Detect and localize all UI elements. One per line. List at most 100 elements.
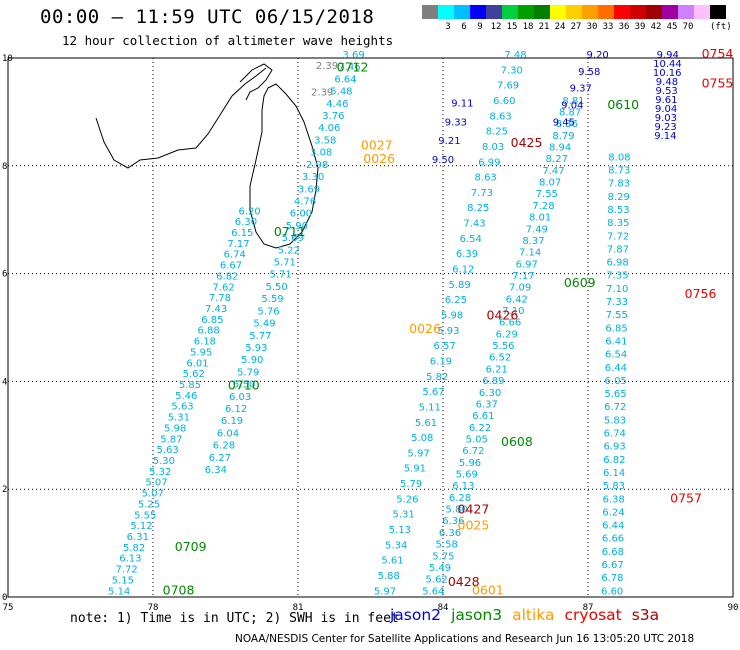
colorbar-swatch (486, 5, 502, 19)
wave-height-label: 6.66 (602, 534, 624, 545)
pass-time-label: 0427 (458, 501, 490, 516)
wave-height-label: 6.00 (290, 209, 312, 220)
x-tick-label: 90 (728, 603, 739, 613)
wave-height-label: 6.89 (482, 376, 504, 387)
wave-height-label: 6.99 (478, 157, 500, 168)
wave-height-label: 5.56 (492, 341, 514, 352)
pass-time-label: 0025 (458, 518, 490, 533)
pass-time-label: 0708 (163, 582, 195, 597)
colorbar-tick-label: 12 (490, 22, 502, 32)
wave-height-label: 6.88 (198, 326, 220, 337)
wave-height-label: 5.67 (422, 387, 444, 398)
y-tick-label: 2 (2, 485, 7, 495)
wave-height-label: 8.87 (559, 107, 581, 118)
wave-height-label: 7.49 (526, 224, 548, 235)
plot-frame (7, 57, 734, 598)
wave-height-label: 7.48 (504, 50, 526, 61)
wave-height-label: 7.62 (212, 282, 234, 293)
wave-height-label: 7.72 (115, 565, 137, 576)
wave-height-label: 5.88 (378, 571, 400, 582)
wave-height-label: 5.83 (603, 481, 625, 492)
wave-height-label: 6.13 (119, 554, 141, 565)
wave-height-label: 7.14 (519, 248, 541, 259)
wave-height-label: 9.04 (561, 101, 583, 112)
wave-height-label: 6.41 (605, 336, 627, 347)
pass-time-label: 0426 (487, 307, 519, 322)
wave-height-label: 7.33 (606, 297, 628, 308)
wave-height-label: 10.16 (653, 68, 682, 79)
credit-line: NOAA/NESDIS Center for Satellite Applica… (235, 633, 695, 645)
wave-height-label: 6.82 (603, 455, 625, 466)
wave-height-label: 7.43 (463, 219, 485, 230)
wave-height-label: 9.45 (553, 117, 575, 128)
pass-time-label: 0027 (361, 138, 393, 153)
wave-height-label: 5.93 (245, 343, 267, 354)
pass-time-label: 0425 (511, 135, 543, 150)
y-tick-label: 4 (2, 377, 7, 387)
wave-height-label: 5.62 (183, 369, 205, 380)
wave-height-label: 4.76 (294, 196, 316, 207)
legend-s3a: s3a (631, 606, 660, 624)
pass-time-label: 0757 (670, 491, 702, 506)
x-tick-label: 87 (583, 603, 594, 613)
wave-height-label: 9.03 (655, 113, 677, 124)
wave-height-label: 5.07 (145, 478, 167, 489)
wave-height-label: 5.14 (108, 586, 130, 597)
wave-height-label: 4.06 (318, 123, 340, 134)
wave-height-label: 5.26 (396, 494, 418, 505)
wave-height-label: 5.90 (286, 221, 308, 232)
colorbar-tick-label: 18 (522, 22, 534, 32)
pass-time-label: 0756 (685, 286, 717, 301)
wave-height-label: 6.54 (460, 234, 482, 245)
wave-height-label: 9.20 (587, 50, 609, 61)
chart-title: 00:00 – 11:59 UTC 06/15/2018 (40, 6, 375, 28)
wave-height-label: 6.04 (217, 428, 239, 439)
wave-height-label: 6.52 (489, 353, 511, 364)
wave-height-label: 6.29 (496, 329, 518, 340)
x-tick-label: 78 (148, 603, 159, 613)
wave-height-label: 5.59 (261, 294, 283, 305)
colorbar-swatch (710, 5, 726, 19)
colorbar-tick-label: 39 (634, 22, 646, 32)
wave-height-label: 7.72 (607, 231, 629, 242)
wave-height-label: 9.48 (656, 77, 678, 88)
colorbar-tick-label: 3 (445, 22, 451, 32)
wave-height-label: 6.85 (605, 323, 627, 334)
wave-height-label: 8.01 (529, 213, 551, 224)
wave-height-label: 5.82 (426, 372, 448, 383)
wave-height-label: 5.58 (436, 540, 458, 551)
wave-height-label: 5.91 (404, 464, 426, 475)
colorbar-swatch (598, 5, 614, 19)
wave-height-label: 5.31 (168, 413, 190, 424)
wave-height-label: 6.36 (442, 516, 464, 527)
colorbar-swatch (502, 5, 518, 19)
wave-height-label: 5.49 (429, 563, 451, 574)
wave-height-label: 6.21 (486, 364, 508, 375)
wave-height-label: 5.79 (400, 479, 422, 490)
wave-height-label: 5.50 (233, 380, 255, 391)
wave-height-label: 6.64 (334, 74, 356, 85)
colorbar-tick-label: 33 (602, 22, 614, 32)
wave-height-label: 8.73 (608, 166, 630, 177)
colorbar-tick-label: 15 (506, 22, 518, 32)
wave-height-label: 5.63 (157, 445, 179, 456)
wave-height-label: 6.44 (605, 363, 627, 374)
wave-height-label: 5.71 (270, 270, 292, 281)
wave-height-label: 7.69 (497, 81, 519, 92)
colorbar-tick-label: 70 (682, 22, 694, 32)
wave-height-label: 5.79 (237, 367, 259, 378)
wave-height-label: 6.05 (605, 376, 627, 387)
wave-height-label: 5.71 (274, 258, 296, 269)
wave-height-label: 5.64 (422, 586, 444, 597)
wave-height-label: 2.39 (316, 61, 338, 72)
colorbar-swatch (694, 5, 710, 19)
wave-height-label: 9.50 (432, 155, 454, 166)
wave-height-label: 5.95 (190, 347, 212, 358)
wave-height-label: 5.05 (466, 434, 488, 445)
colorbar-tick-label: 27 (570, 22, 582, 32)
wave-height-label: 6.68 (602, 547, 624, 558)
wave-height-label: 6.82 (216, 271, 238, 282)
y-tick-label: 10 (2, 54, 13, 64)
wave-height-label: 6.74 (224, 250, 246, 261)
wave-height-label: 6.85 (201, 315, 223, 326)
